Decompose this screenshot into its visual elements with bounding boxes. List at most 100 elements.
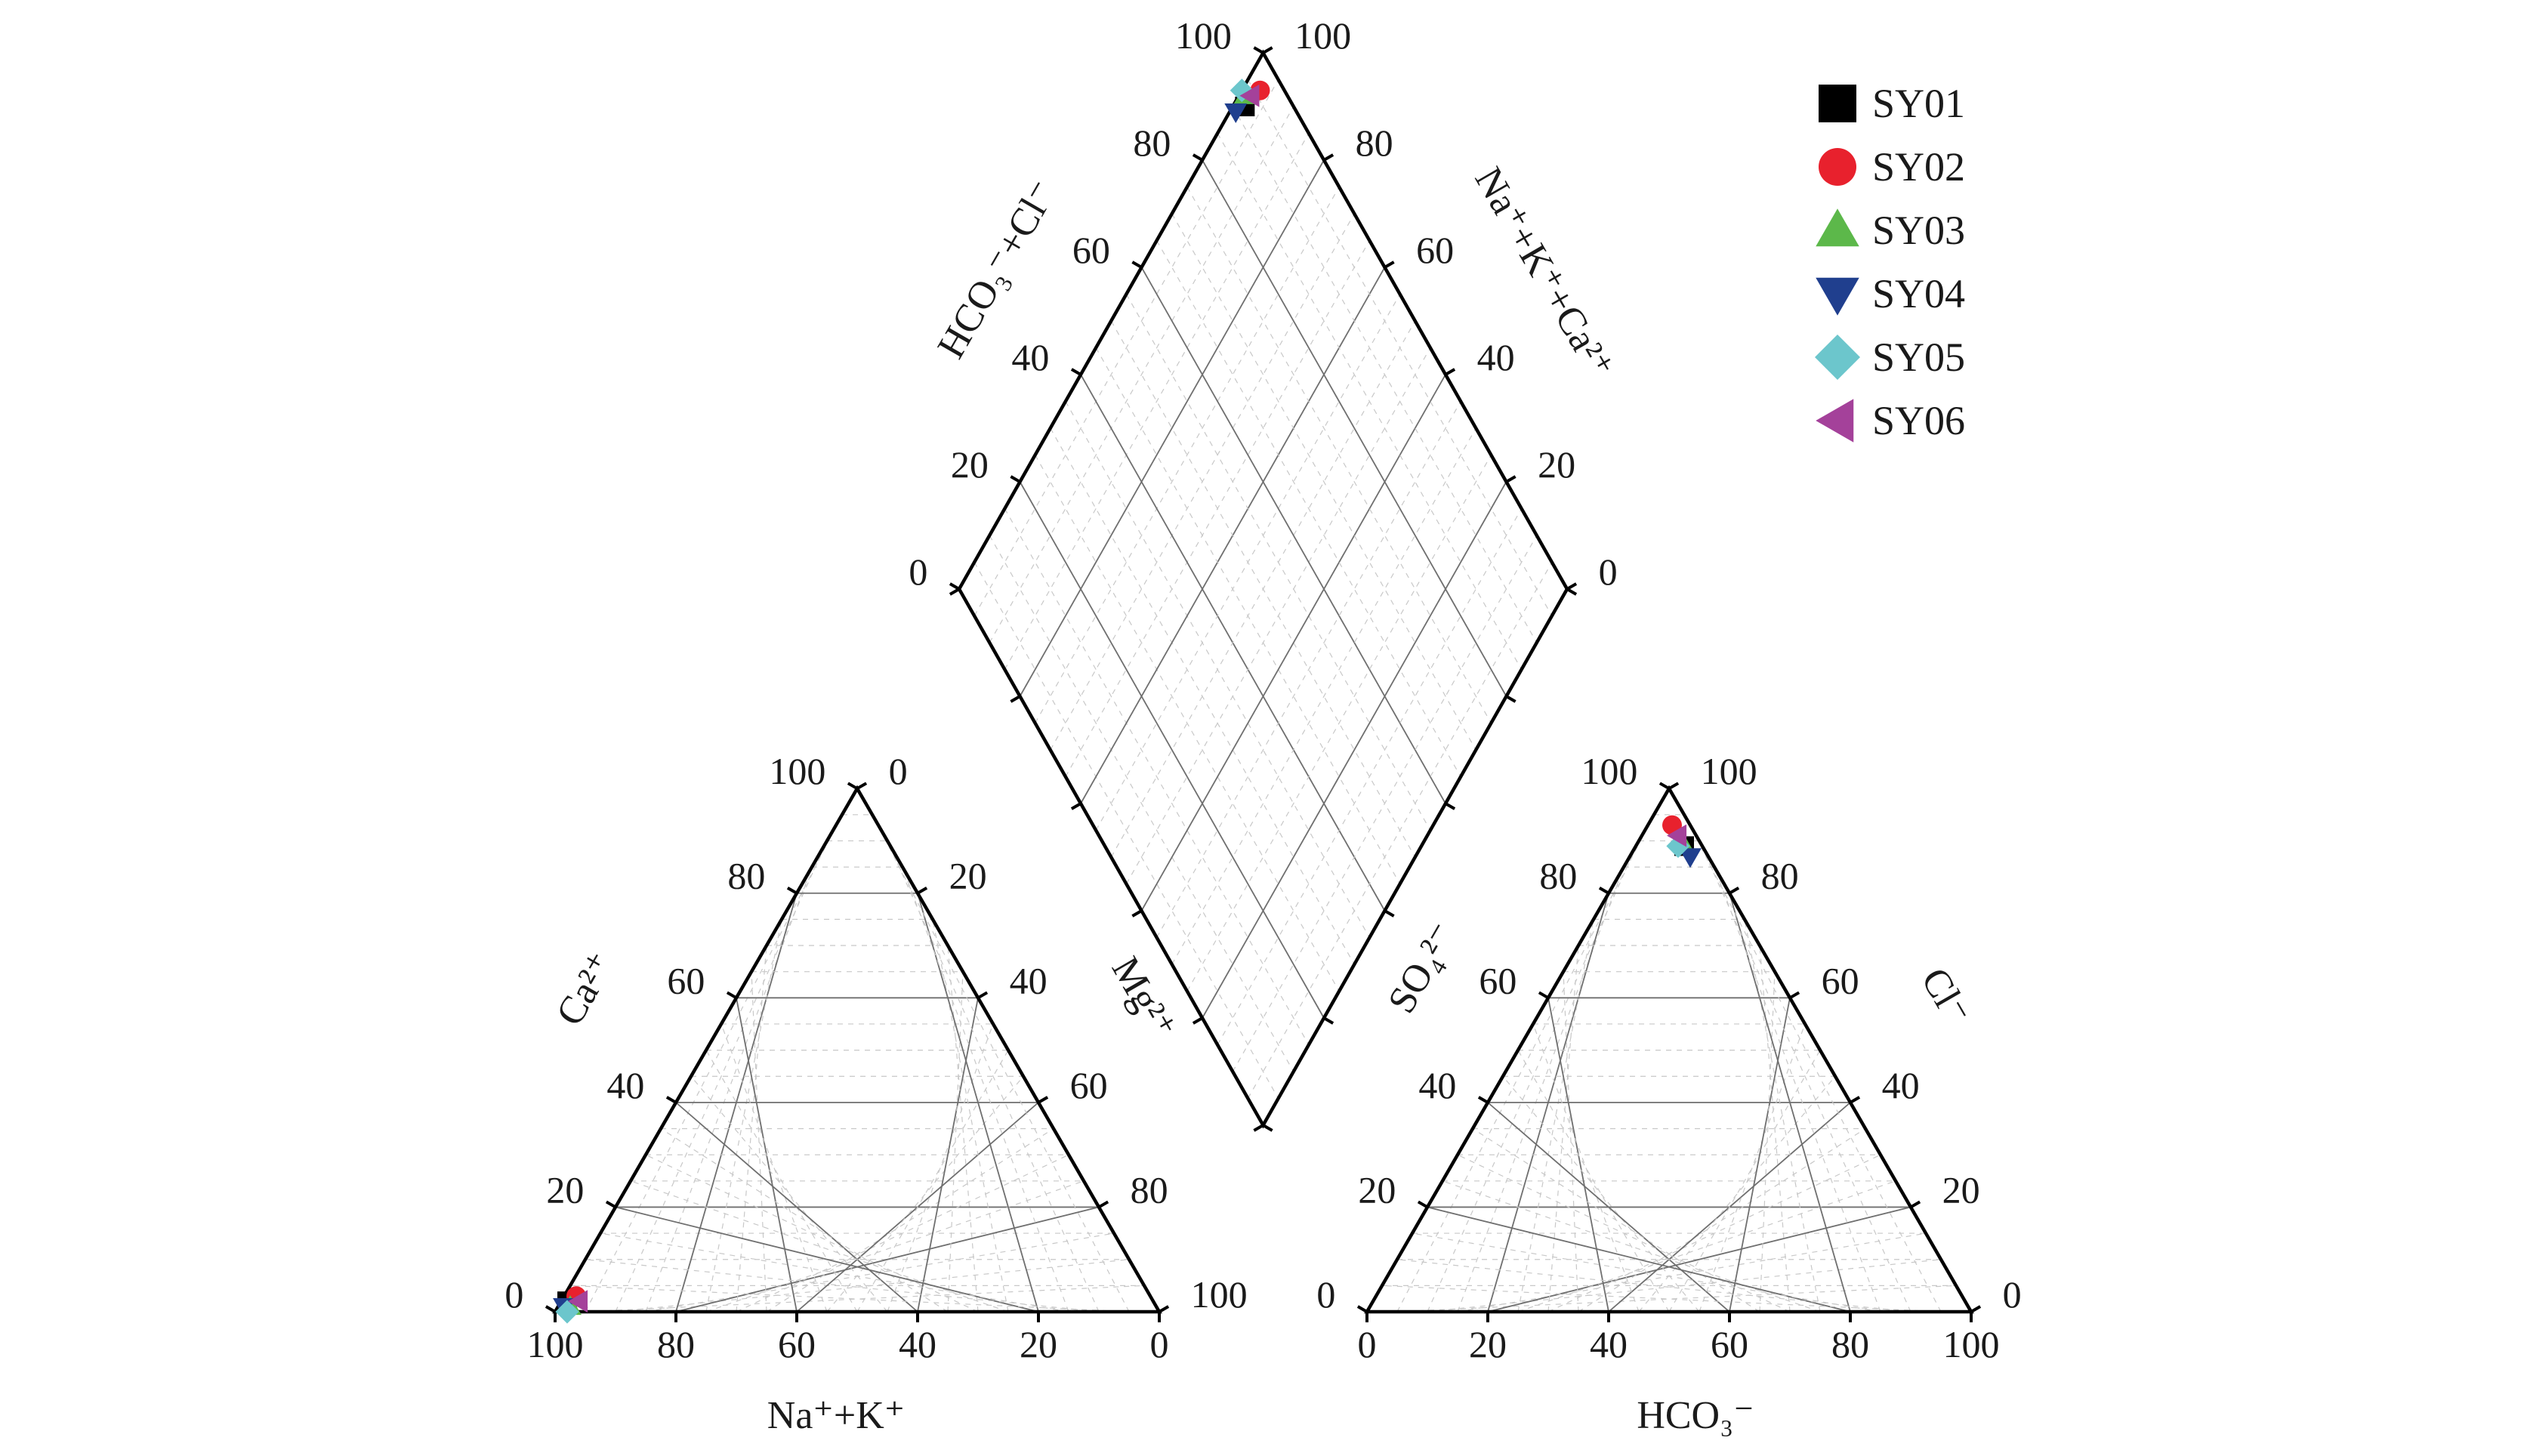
anion-left-tick xyxy=(1477,1096,1489,1104)
anion-left-tick-label: 0 xyxy=(1316,1273,1335,1316)
legend-marker-sy03 xyxy=(1816,208,1859,247)
cation-triangle-gridline xyxy=(615,841,828,1313)
cation-triangle-gridline xyxy=(645,1154,979,1313)
diamond-gridline xyxy=(1171,213,1476,751)
cation-left-tick-label: 80 xyxy=(727,855,765,897)
cation-triangle-gridline xyxy=(585,1259,1100,1313)
diamond-right-tick-label: 100 xyxy=(1294,14,1351,57)
diamond-gridline xyxy=(1202,481,1507,1019)
anion-right-tick-label: 100 xyxy=(1701,750,1757,792)
anion-left-tick-label: 80 xyxy=(1539,855,1577,897)
cation-left-tick xyxy=(786,887,798,895)
diamond-lower-left-tick xyxy=(1253,1124,1264,1132)
diamond-left-tick xyxy=(1253,46,1264,54)
diamond-right-tick xyxy=(1262,46,1273,54)
cation-triangle-gridline xyxy=(600,1232,1069,1313)
anion-right-tick xyxy=(1668,782,1680,790)
diamond-right-tick xyxy=(1323,153,1334,162)
cation-triangle-gridline xyxy=(932,919,1009,1313)
cation-triangle-gridline xyxy=(615,1206,1039,1313)
cation-triangle-gridline xyxy=(887,841,1100,1313)
anion-triangle-gridline xyxy=(1683,814,1942,1313)
legend-label-sy04: SY04 xyxy=(1872,271,1965,316)
legend-item: SY04 xyxy=(1816,271,1965,316)
diamond-right-tick-label: 60 xyxy=(1416,229,1454,271)
diamond-gridline xyxy=(1019,481,1325,1019)
legend-item: SY03 xyxy=(1816,208,1965,253)
anion-triangle-gridline xyxy=(1699,1023,1806,1313)
diamond-left-tick xyxy=(949,582,960,591)
cation-right-tick-label: 80 xyxy=(1131,1168,1168,1211)
grid-layer xyxy=(569,79,1957,1313)
anion-triangle-frame xyxy=(1364,785,1974,1314)
diamond-gridline xyxy=(1004,508,1310,1045)
cation-right-tick xyxy=(856,782,868,790)
cation-triangle-gridline xyxy=(902,866,1069,1313)
anion-right-axis-title: Cl⁻ xyxy=(1912,961,1979,1032)
anion-triangle-gridline xyxy=(1699,841,1911,1313)
diamond-gridline xyxy=(1247,562,1553,1099)
diamond-gridline xyxy=(973,79,1279,616)
cation-triangle-gridline xyxy=(947,945,979,1313)
cation-triangle-gridline xyxy=(569,1285,1130,1313)
anion-right-tick-label: 80 xyxy=(1761,855,1799,897)
legend-label-sy06: SY06 xyxy=(1872,398,1965,443)
diamond-lower-right-tick xyxy=(1445,802,1456,810)
diamond-gridline xyxy=(1232,106,1538,643)
anion-point-sy05 xyxy=(1666,834,1690,858)
cation-triangle-gridline xyxy=(705,919,782,1313)
diamond-left-tick-label: 20 xyxy=(951,443,989,486)
anion-left-tick-label: 40 xyxy=(1418,1064,1456,1106)
diamond-gridline xyxy=(1035,187,1340,723)
diamond-right-tick-label: 80 xyxy=(1356,122,1393,164)
cation-bottom-tick-label: 20 xyxy=(1020,1323,1057,1365)
cation-triangle-gridline xyxy=(856,1050,1009,1313)
diamond-right-tick xyxy=(1505,475,1517,483)
diamond-gridline xyxy=(1156,240,1461,777)
anion-bottom-tick-label: 20 xyxy=(1469,1323,1507,1365)
diamond-lower-left-tick xyxy=(1070,802,1081,810)
legend-item: SY01 xyxy=(1819,81,1965,126)
anion-right-tick xyxy=(1849,1096,1861,1104)
cation-triangle-gridline xyxy=(690,1075,888,1313)
cation-triangle-gridline xyxy=(826,1075,1024,1313)
cation-right-tick xyxy=(1098,1200,1109,1209)
diamond-left-tick-label: 40 xyxy=(1011,336,1049,378)
diamond-left-tick-label: 80 xyxy=(1133,122,1171,164)
anion-right-tick xyxy=(1970,1305,1982,1313)
cation-right-tick xyxy=(917,887,928,895)
diamond-gridline xyxy=(1171,427,1476,965)
anion-triangle-gridline xyxy=(1714,866,1881,1313)
diamond-gridline xyxy=(1140,374,1446,912)
cation-point-sy05 xyxy=(555,1300,579,1324)
anion-triangle-gridline xyxy=(1759,971,1776,1313)
diamond-right-tick xyxy=(1384,261,1395,269)
anion-left-tick-label: 60 xyxy=(1479,959,1517,1001)
diamond-gridline xyxy=(1004,133,1310,670)
diamond-left-tick-label: 0 xyxy=(909,551,927,593)
diamond-gridline xyxy=(1110,320,1416,858)
diamond-right-tick xyxy=(1566,582,1578,591)
diamond-gridline xyxy=(989,106,1294,643)
diamond-left-tick xyxy=(1010,475,1021,483)
anion-triangle-gridline xyxy=(1427,1206,1851,1313)
anion-triangle-gridline xyxy=(1412,1232,1881,1313)
cation-left-tick xyxy=(605,1200,617,1209)
cation-triangle-gridline xyxy=(675,1102,918,1313)
anion-triangle-gridline xyxy=(1381,1285,1942,1313)
diamond-right-tick-label: 0 xyxy=(1599,551,1618,593)
cation-triangle-gridline xyxy=(705,1180,1085,1313)
cation-triangle-gridline xyxy=(887,1023,994,1313)
diamond-left-tick-label: 100 xyxy=(1175,14,1232,57)
anion-triangle-gridline xyxy=(1457,1154,1791,1313)
diamond-gridline xyxy=(1125,347,1431,884)
diamond-right-tick xyxy=(1445,368,1456,376)
cation-triangle-gridline xyxy=(872,814,1130,1313)
legend-label-sy01: SY01 xyxy=(1872,81,1965,126)
diamond-gridline xyxy=(1247,79,1553,616)
legend-item: SY05 xyxy=(1815,335,1965,380)
anion-right-tick-label: 0 xyxy=(2003,1273,2022,1316)
anion-bottom-tick-label: 100 xyxy=(1943,1323,2000,1365)
anion-right-tick-label: 60 xyxy=(1822,959,1859,1001)
anion-right-tick-label: 20 xyxy=(1942,1168,1980,1211)
